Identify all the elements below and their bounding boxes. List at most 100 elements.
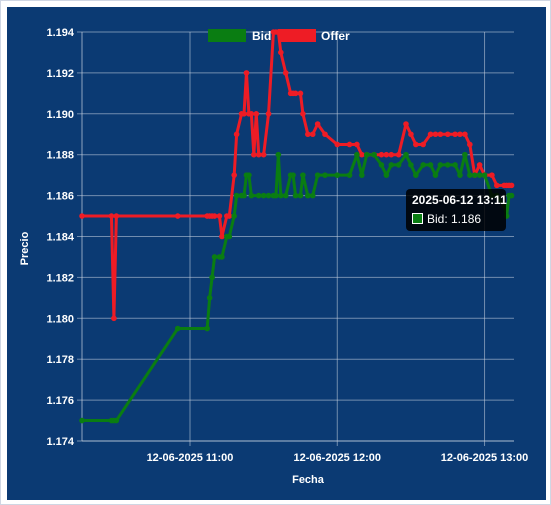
legend-item-bid[interactable]: Bid: [208, 29, 271, 43]
data-point-offer[interactable]: [457, 131, 463, 138]
data-point-offer[interactable]: [476, 162, 483, 168]
data-point-bid[interactable]: [206, 295, 213, 301]
data-point-bid[interactable]: [378, 162, 385, 168]
data-point-offer[interactable]: [452, 131, 458, 138]
data-point-bid[interactable]: [255, 192, 262, 199]
data-point-offer[interactable]: [489, 172, 495, 178]
data-point-offer[interactable]: [388, 151, 395, 158]
data-point-offer[interactable]: [231, 172, 237, 178]
data-point-bid[interactable]: [395, 162, 402, 168]
data-point-bid[interactable]: [174, 325, 181, 332]
data-point-offer[interactable]: [359, 151, 365, 158]
legend-item-offer[interactable]: Offer: [278, 29, 350, 43]
data-point-offer[interactable]: [113, 213, 120, 219]
data-point-offer[interactable]: [253, 111, 260, 117]
data-point-bid[interactable]: [462, 151, 468, 158]
data-point-offer[interactable]: [282, 70, 289, 76]
data-point-offer[interactable]: [265, 111, 272, 117]
data-point-offer[interactable]: [427, 131, 434, 138]
data-point-bid[interactable]: [471, 172, 478, 178]
data-point-bid[interactable]: [481, 172, 488, 178]
data-point-bid[interactable]: [388, 162, 395, 168]
data-point-bid[interactable]: [273, 192, 279, 199]
data-point-offer[interactable]: [494, 182, 500, 189]
data-point-bid[interactable]: [334, 172, 341, 178]
data-point-bid[interactable]: [457, 172, 463, 178]
data-point-offer[interactable]: [420, 141, 426, 148]
data-point-offer[interactable]: [241, 111, 247, 117]
data-point-offer[interactable]: [403, 121, 409, 127]
data-point-bid[interactable]: [408, 162, 414, 168]
data-point-bid[interactable]: [371, 151, 377, 158]
data-point-bid[interactable]: [241, 192, 247, 199]
data-point-bid[interactable]: [275, 151, 282, 158]
data-point-bid[interactable]: [403, 151, 409, 158]
data-point-bid[interactable]: [467, 172, 473, 178]
data-point-bid[interactable]: [219, 254, 225, 260]
data-point-offer[interactable]: [395, 151, 402, 158]
data-point-offer[interactable]: [437, 131, 444, 138]
data-point-offer[interactable]: [248, 111, 255, 117]
data-point-bid[interactable]: [233, 192, 240, 199]
data-point-bid[interactable]: [211, 254, 218, 260]
data-point-offer[interactable]: [278, 49, 284, 56]
data-point-bid[interactable]: [292, 192, 299, 199]
data-point-offer[interactable]: [174, 213, 181, 219]
data-point-offer[interactable]: [334, 141, 341, 148]
data-point-offer[interactable]: [462, 131, 468, 138]
data-point-offer[interactable]: [255, 151, 262, 158]
data-point-offer[interactable]: [300, 111, 306, 117]
data-point-bid[interactable]: [363, 151, 370, 158]
data-point-bid[interactable]: [432, 172, 439, 178]
data-point-bid[interactable]: [278, 192, 284, 199]
data-point-bid[interactable]: [297, 192, 304, 199]
data-point-bid[interactable]: [452, 162, 458, 168]
data-point-offer[interactable]: [260, 151, 267, 158]
data-point-bid[interactable]: [437, 162, 444, 168]
data-point-offer[interactable]: [467, 141, 473, 148]
data-point-offer[interactable]: [408, 131, 414, 138]
data-point-offer[interactable]: [322, 131, 328, 138]
data-point-bid[interactable]: [346, 172, 353, 178]
data-point-bid[interactable]: [359, 172, 365, 178]
data-point-offer[interactable]: [432, 131, 439, 138]
data-point-offer[interactable]: [292, 90, 299, 97]
data-point-offer[interactable]: [243, 70, 250, 76]
data-point-offer[interactable]: [354, 141, 360, 148]
data-point-bid[interactable]: [113, 417, 120, 424]
data-point-offer[interactable]: [219, 233, 225, 240]
data-point-bid[interactable]: [226, 233, 233, 240]
data-point-offer[interactable]: [508, 182, 515, 189]
data-point-offer[interactable]: [216, 213, 223, 219]
data-point-bid[interactable]: [300, 172, 306, 178]
data-point-offer[interactable]: [305, 131, 311, 138]
data-point-bid[interactable]: [309, 192, 316, 199]
data-point-bid[interactable]: [209, 274, 215, 281]
data-point-offer[interactable]: [111, 315, 117, 322]
data-point-bid[interactable]: [444, 162, 451, 168]
data-point-offer[interactable]: [378, 151, 385, 158]
data-point-bid[interactable]: [383, 172, 390, 178]
data-point-offer[interactable]: [444, 131, 451, 138]
data-point-offer[interactable]: [346, 141, 353, 148]
data-point-bid[interactable]: [290, 172, 296, 178]
data-point-bid[interactable]: [260, 192, 267, 199]
data-point-offer[interactable]: [383, 151, 390, 158]
data-point-bid[interactable]: [79, 417, 85, 424]
data-point-bid[interactable]: [413, 172, 419, 178]
data-point-bid[interactable]: [354, 151, 360, 158]
data-point-bid[interactable]: [314, 172, 321, 178]
data-point-offer[interactable]: [297, 90, 304, 97]
data-point-bid[interactable]: [420, 162, 426, 168]
data-point-offer[interactable]: [314, 121, 321, 127]
data-point-offer[interactable]: [309, 131, 316, 138]
data-point-bid[interactable]: [231, 213, 237, 219]
data-point-offer[interactable]: [226, 213, 233, 219]
data-point-offer[interactable]: [233, 131, 240, 138]
data-point-offer[interactable]: [251, 151, 257, 158]
data-point-bid[interactable]: [476, 172, 483, 178]
data-point-bid[interactable]: [305, 192, 311, 199]
data-point-bid[interactable]: [248, 192, 255, 199]
data-point-offer[interactable]: [108, 213, 115, 219]
data-point-offer[interactable]: [211, 213, 218, 219]
